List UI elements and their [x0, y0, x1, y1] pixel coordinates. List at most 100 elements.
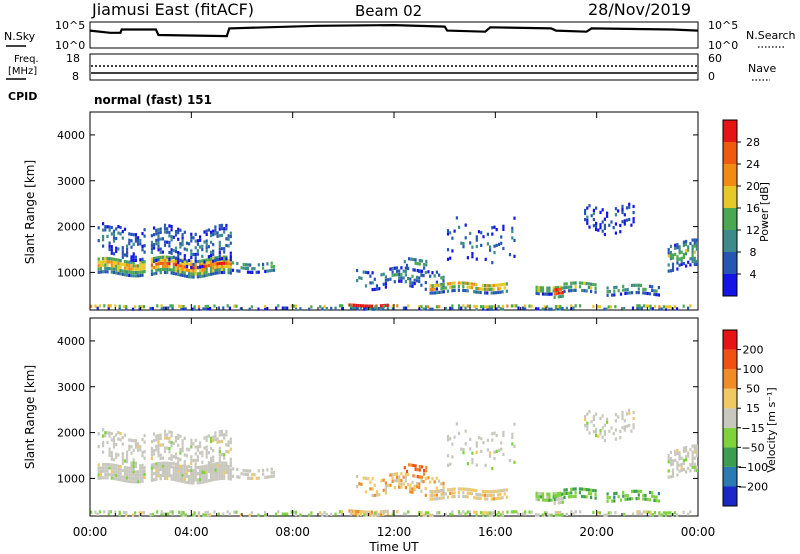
velocity-cell: [626, 493, 629, 498]
power-cell: [218, 227, 221, 231]
velocity-cell: [132, 439, 135, 443]
velocity-cell: [210, 463, 213, 467]
power-cell: [214, 268, 217, 272]
power-cell: [229, 258, 232, 262]
velocity-cell: [130, 466, 133, 471]
velocity-cell: [409, 486, 412, 490]
velocity-cell: [196, 445, 199, 449]
velocity-cell: [669, 511, 672, 515]
velocity-cell: [205, 470, 208, 474]
power-cell: [134, 255, 137, 259]
power-cell: [257, 263, 260, 267]
power-cell: [503, 286, 506, 290]
power-cell: [622, 288, 625, 292]
velocity-cell: [460, 447, 463, 451]
velocity-cell: [606, 492, 609, 496]
power-cell: [371, 288, 374, 292]
power-cell: [132, 270, 135, 275]
power-cell: [197, 305, 201, 309]
power-cell: [667, 305, 670, 309]
velocity-cell: [614, 437, 617, 441]
velocity-cell: [405, 469, 409, 473]
power-cell: [488, 284, 491, 288]
power-cell: [132, 264, 135, 268]
velocity-cell: [671, 471, 675, 475]
power-cell: [444, 286, 447, 290]
power-cell: [400, 276, 403, 280]
velocity-cell: [491, 432, 494, 436]
power-cell: [685, 252, 688, 256]
velocity-cell: [193, 513, 196, 517]
velocity-cell: [537, 513, 540, 517]
velocity-cell: [108, 447, 111, 451]
power-cell: [462, 304, 465, 308]
velocity-cell: [671, 468, 675, 472]
power-cell: [561, 291, 564, 295]
velocity-cell: [484, 490, 487, 494]
power-cell: [246, 270, 250, 274]
power-cell: [112, 257, 116, 261]
velocity-cell: [192, 442, 195, 446]
power-cell: [150, 234, 153, 238]
velocity-cell: [414, 464, 417, 468]
velocity-cell: [402, 482, 405, 486]
velocity-cell: [513, 444, 516, 448]
velocity-cell: [410, 463, 413, 467]
velocity-cell: [502, 433, 505, 437]
velocity-cell: [99, 466, 102, 470]
power-cell: [107, 306, 110, 310]
velocity-cell: [196, 455, 199, 459]
power-cell: [196, 260, 199, 264]
power-cell: [608, 223, 611, 227]
velocity-cell: [398, 485, 401, 489]
power-cell: [607, 305, 610, 309]
power-cell: [429, 291, 432, 295]
power-cell: [109, 304, 112, 308]
power-cell: [104, 260, 107, 264]
power-cell: [451, 285, 454, 289]
velocity-cell: [687, 466, 690, 470]
power-cell: [194, 259, 197, 263]
power-cell: [190, 232, 193, 236]
power-cell: [466, 285, 469, 289]
velocity-cell: [212, 472, 215, 476]
velocity-cell: [584, 424, 587, 428]
power-cell: [597, 228, 600, 232]
colorbar-swatch: [723, 120, 737, 142]
velocity-cell: [170, 457, 173, 461]
velocity-cell: [218, 440, 221, 444]
velocity-cell: [262, 472, 265, 476]
velocity-cell: [185, 454, 189, 458]
power-cell: [212, 233, 215, 237]
velocity-cell: [466, 510, 469, 514]
velocity-cell: [150, 469, 153, 473]
velocity-cell: [104, 476, 107, 480]
velocity-cell: [117, 431, 120, 435]
power-cell: [210, 269, 213, 273]
x-axis: 00:00 04:00 08:00 12:00 16:00 20:00 00:00: [73, 112, 715, 539]
power-cell: [594, 286, 597, 291]
power-cell: [179, 273, 182, 277]
velocity-cell: [236, 475, 239, 479]
power-cell: [155, 228, 158, 232]
power-cell: [201, 254, 204, 258]
velocity-cell: [628, 423, 631, 428]
velocity-cell: [137, 480, 140, 484]
power-cell: [628, 205, 631, 209]
power-cell: [125, 305, 128, 309]
power-cell: [104, 270, 107, 274]
power-cell: [178, 304, 181, 308]
power-cell: [174, 272, 178, 276]
velocity-cell: [227, 467, 230, 472]
power-cell: [380, 273, 383, 277]
velocity-cell: [170, 444, 173, 448]
nave-right-label: Nave: [748, 62, 776, 75]
power-cell: [682, 252, 685, 256]
power-cell: [433, 287, 436, 291]
power-cell: [170, 259, 173, 263]
velocity-cell: [143, 472, 146, 476]
y-tick-label: 4000: [57, 335, 85, 348]
power-cell: [141, 248, 144, 252]
power-scatter: [90, 202, 698, 311]
velocity-cell: [242, 468, 245, 472]
